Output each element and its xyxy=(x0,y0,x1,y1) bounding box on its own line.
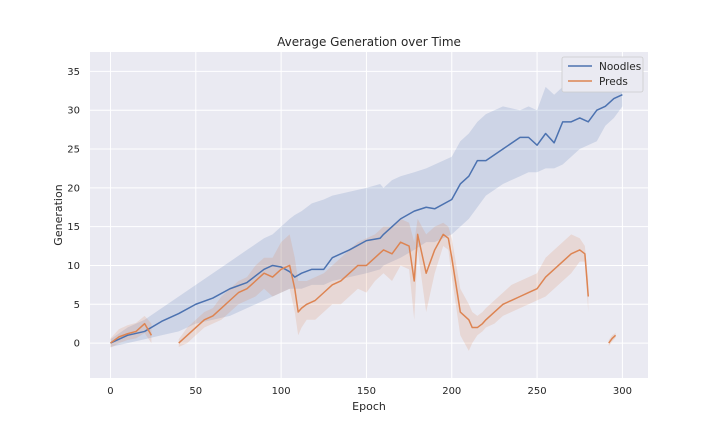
series-line-preds xyxy=(110,322,153,344)
x-tick-label: 100 xyxy=(272,386,291,397)
x-tick-label: 50 xyxy=(189,386,202,397)
confidence-bands xyxy=(110,86,623,351)
gridlines xyxy=(90,52,648,378)
series-lines xyxy=(110,94,623,344)
y-tick-label: 25 xyxy=(67,145,80,156)
y-tick-label: 20 xyxy=(67,183,80,194)
series-line-noodles xyxy=(110,94,623,344)
confidence-band-noodles xyxy=(110,86,623,347)
y-axis-label: Generation xyxy=(52,184,65,245)
series-line-preds xyxy=(608,334,617,344)
y-tick-label: 5 xyxy=(74,300,80,311)
chart-title: Average Generation over Time xyxy=(277,35,461,49)
legend-label-preds: Preds xyxy=(599,76,628,88)
series-line-preds xyxy=(178,233,590,344)
y-tick-label: 35 xyxy=(67,67,80,78)
x-tick-label: 250 xyxy=(528,386,547,397)
x-tick-label: 200 xyxy=(442,386,461,397)
x-tick-label: 150 xyxy=(357,386,376,397)
y-tick-label: 0 xyxy=(74,339,80,350)
x-axis-label: Epoch xyxy=(352,400,386,413)
legend: Noodles Preds xyxy=(561,56,644,93)
plot-background xyxy=(90,52,648,378)
confidence-band-preds xyxy=(178,218,589,351)
y-tick-label: 30 xyxy=(67,106,80,117)
legend-label-noodles: Noodles xyxy=(599,61,641,73)
confidence-band-preds xyxy=(110,315,152,348)
y-tick-label: 15 xyxy=(67,222,80,233)
x-tick-label: 0 xyxy=(107,386,113,397)
x-tick-label: 300 xyxy=(613,386,632,397)
tick-labels: 0 50 100 150 200 250 300 0 5 10 15 20 25 30 35 xyxy=(67,67,632,397)
y-tick-label: 10 xyxy=(67,261,80,272)
